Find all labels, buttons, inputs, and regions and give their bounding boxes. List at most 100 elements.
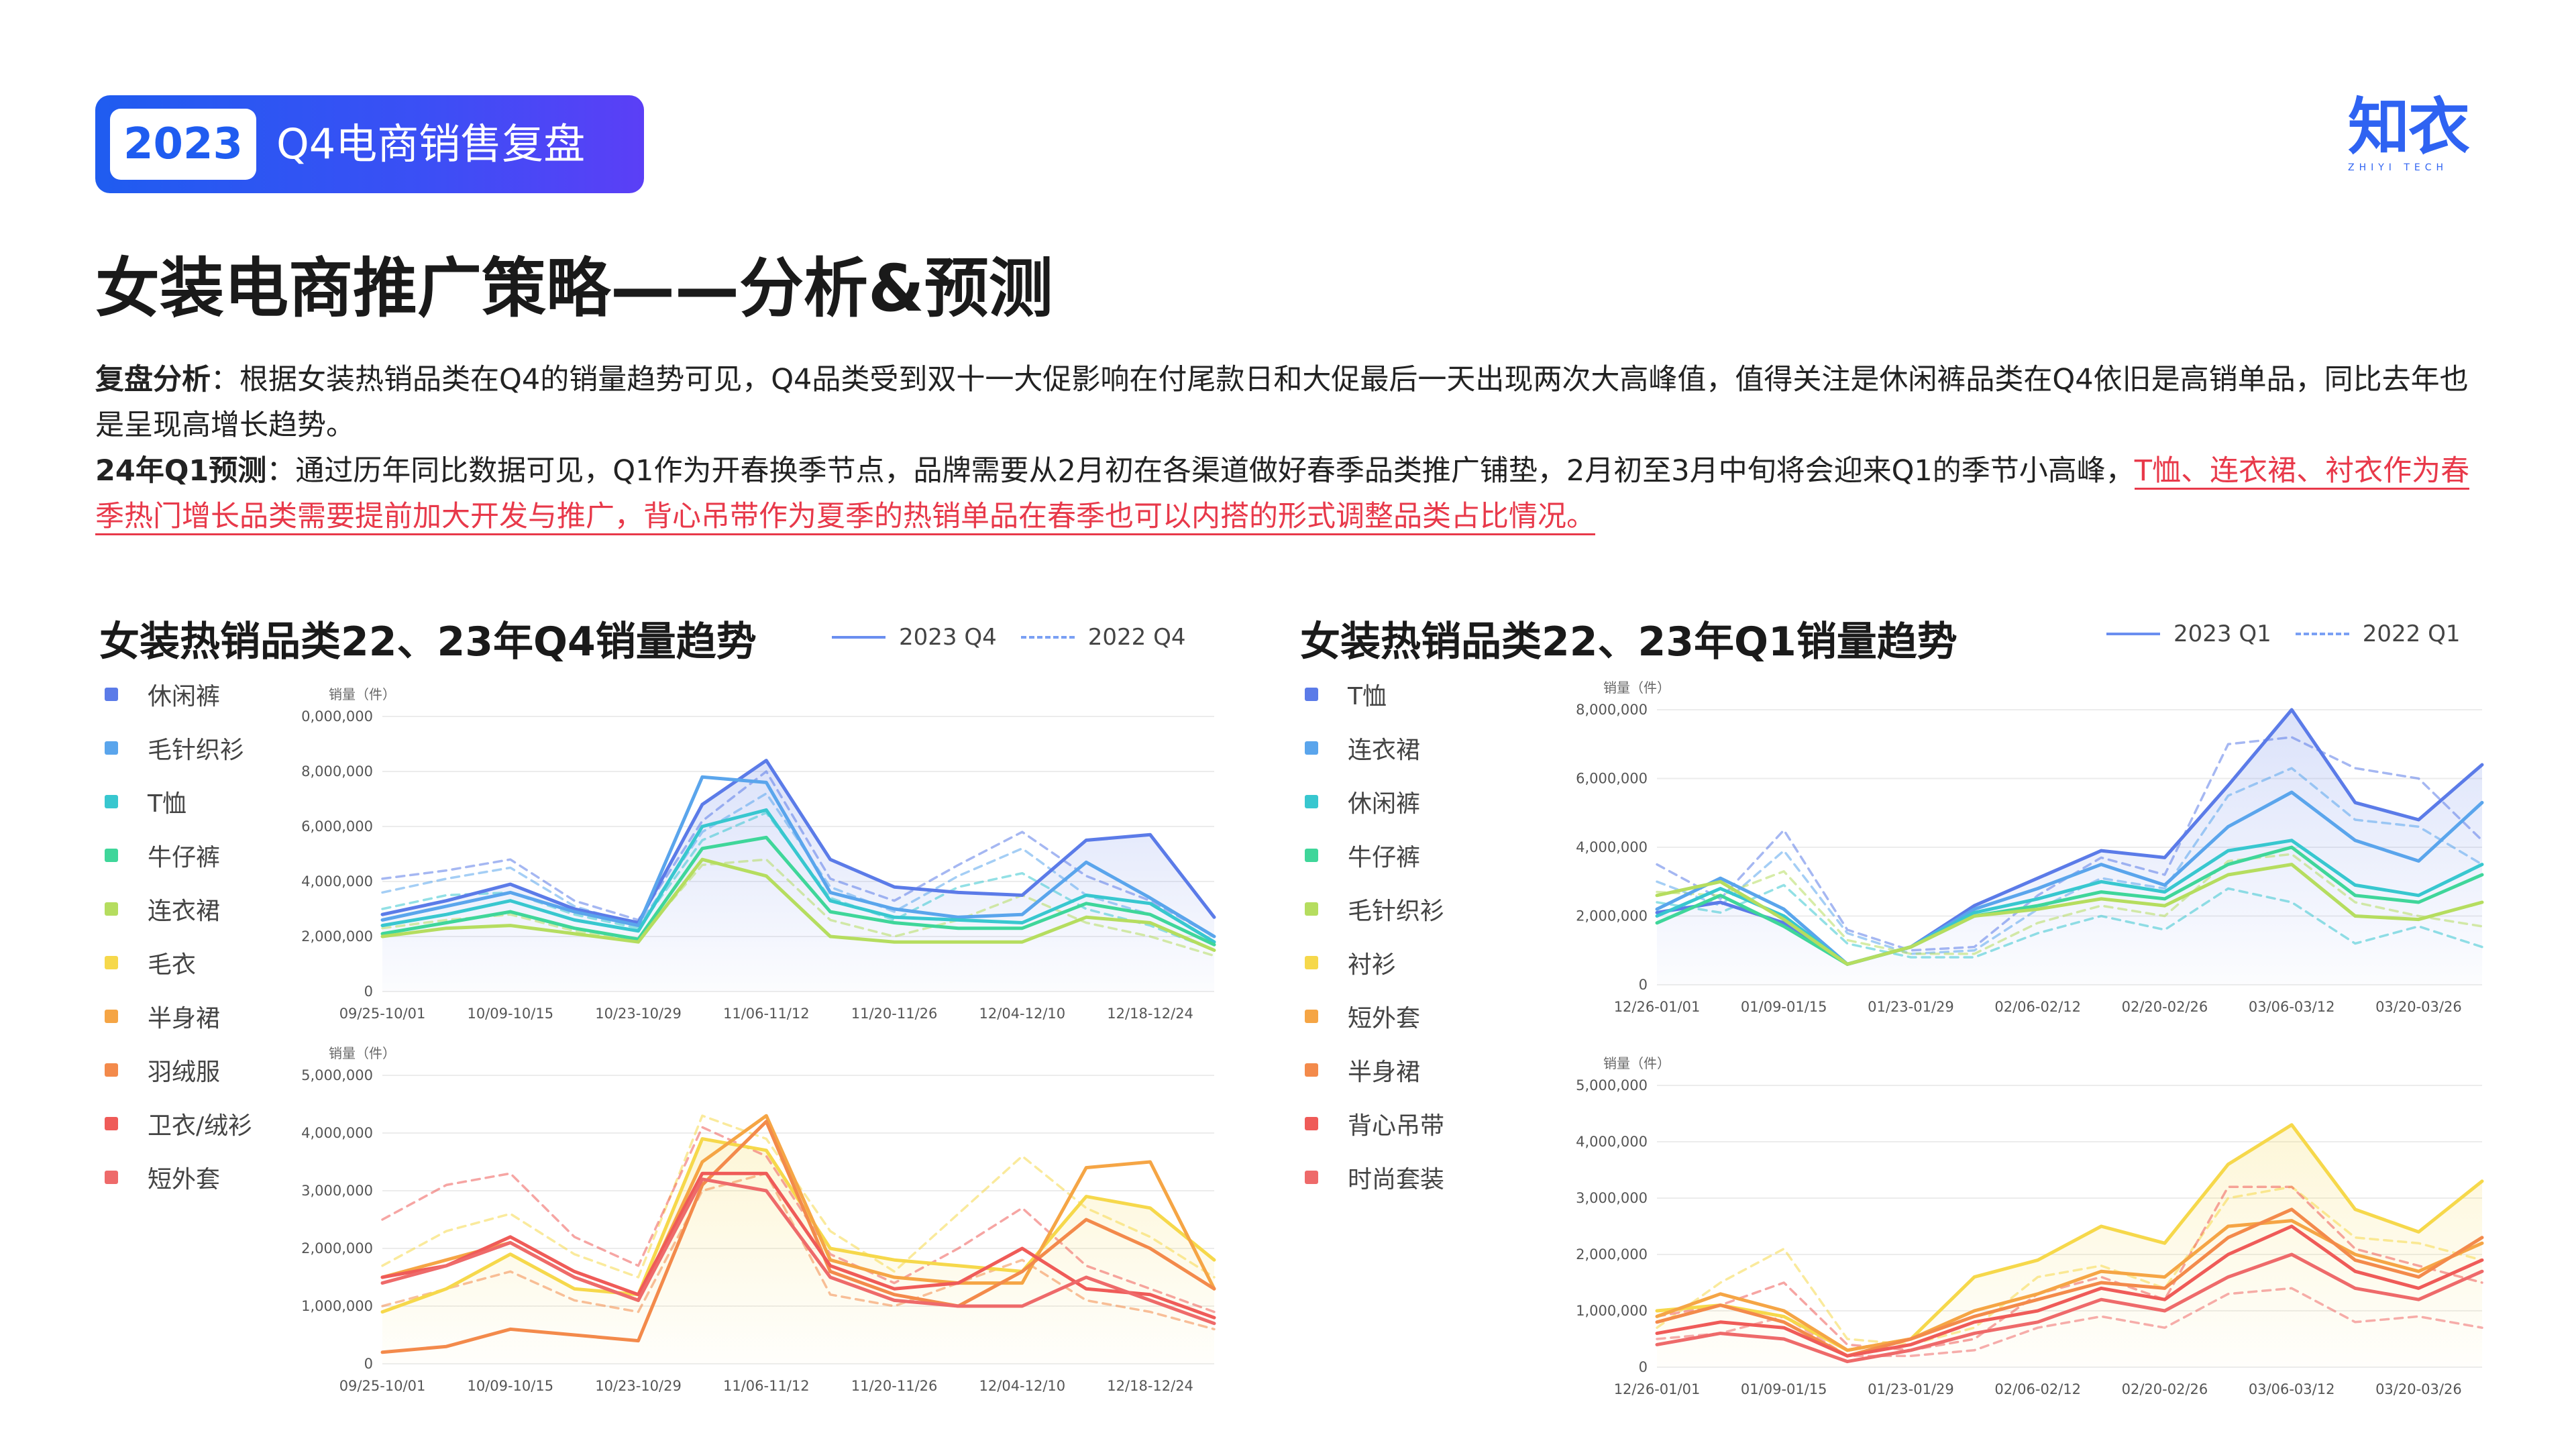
category-label: 半身裙 (1348, 1059, 1421, 1086)
x-tick-label: 12/04-12/10 (979, 1378, 1066, 1394)
y-tick-label: 4,000,000 (1576, 1134, 1648, 1150)
x-tick-label: 11/06-11/12 (723, 1006, 810, 1022)
series-area (1657, 710, 2482, 985)
chart-q4-bottom: 销量（件） 0 1,000,000 2,000,000 3,000,000 4,000,0… (301, 1045, 1216, 1394)
series-line (380, 1120, 1216, 1354)
y-tick-label: 0 (1639, 1359, 1648, 1375)
category-legend-item: 毛针织衫 (1305, 882, 1444, 936)
category-label: 毛针织衫 (148, 737, 245, 764)
category-legend-item: 背心吊带 (1305, 1097, 1444, 1150)
chart-q1-bottom: 销量（件） 0 1,000,000 2,000,000 3,000,000 4,000,0… (1576, 1055, 2484, 1397)
category-swatch (1305, 1063, 1318, 1077)
category-legend-item: 休闲裤 (105, 667, 252, 721)
x-tick-label: 12/18-12/24 (1107, 1378, 1193, 1394)
y-axis-label: 销量（件） (1603, 680, 1670, 696)
category-legend-item: 毛针织衫 (105, 721, 252, 775)
category-label: 休闲裤 (148, 683, 221, 710)
legend-solid-label: 2023 Q1 (2174, 621, 2271, 647)
series-line (1655, 1208, 2484, 1358)
series-line (1655, 863, 2484, 966)
series-line (1656, 736, 2483, 952)
y-tick-label: 4,000,000 (301, 873, 373, 890)
category-swatch (1305, 741, 1318, 755)
category-legend-item: 牛仔裤 (1305, 828, 1444, 882)
category-swatch (105, 902, 118, 916)
y-tick-label: 0 (1639, 977, 1648, 993)
x-tick-label: 12/26-01/01 (1614, 1381, 1701, 1397)
series-line (1656, 883, 2483, 959)
y-tick-label: 3,000,000 (1576, 1190, 1648, 1206)
legend-dashed-label: 2022 Q4 (1087, 624, 1186, 651)
y-tick-label: 4,000,000 (301, 1125, 373, 1141)
y-tick-label: 8,000,000 (301, 763, 373, 780)
legend-solid-line (2106, 633, 2160, 635)
legend-dashed-line (2295, 633, 2349, 635)
series-line (380, 808, 1216, 944)
y-tick-label: 6,000,000 (301, 818, 373, 835)
x-tick-label: 10/09-10/15 (467, 1378, 553, 1394)
series-line (1655, 1219, 2484, 1352)
category-legend-item: 连衣裙 (105, 882, 252, 936)
x-tick-label: 02/06-02/12 (1994, 999, 2081, 1015)
category-swatch (1305, 1117, 1318, 1130)
category-swatch (105, 688, 118, 701)
forecast-text: ：通过历年同比数据可见，Q1作为开春换季节点，品牌需要从2月初在各渠道做好春季品… (266, 454, 2135, 488)
x-tick-label: 01/23-01/29 (1868, 1381, 1954, 1397)
y-tick-label: 0 (364, 983, 373, 1000)
category-legend-item: 卫衣/绒衫 (105, 1097, 252, 1150)
category-label: 羽绒服 (148, 1059, 221, 1086)
category-legend-item: 半身裙 (105, 989, 252, 1043)
category-swatch (1305, 1171, 1318, 1184)
legend-q1: 2023 Q1 2022 Q1 (2106, 621, 2460, 647)
category-label: 短外套 (1348, 1005, 1421, 1032)
x-tick-label: 11/06-11/12 (723, 1378, 810, 1394)
series-line (381, 792, 1216, 947)
x-tick-label: 10/23-10/29 (595, 1378, 682, 1394)
x-tick-label: 09/25-10/01 (339, 1006, 426, 1022)
series-line (380, 775, 1216, 938)
x-tick-label: 03/06-03/12 (2249, 1381, 2335, 1397)
series-area (1657, 1124, 2482, 1367)
x-tick-label: 12/26-01/01 (1614, 999, 1701, 1015)
series-line (1655, 1123, 2484, 1352)
category-label: 牛仔裤 (148, 844, 221, 871)
series-line (1656, 767, 2483, 955)
y-axis-label: 销量（件） (329, 1045, 396, 1061)
category-swatch (105, 1063, 118, 1077)
header-year: 2023 (110, 109, 256, 180)
legend-dashed-line (1020, 636, 1075, 639)
x-tick-label: 02/06-02/12 (1994, 1381, 2081, 1397)
series-line (381, 1126, 1216, 1313)
series-line (380, 835, 1216, 947)
x-tick-label: 02/20-02/26 (2122, 1381, 2208, 1397)
category-swatch (1305, 1010, 1318, 1023)
series-line (380, 1177, 1216, 1326)
forecast-label: 24年Q1预测 (95, 454, 267, 488)
x-tick-label: 01/09-01/15 (1741, 999, 1827, 1015)
category-label: 衬衫 (1348, 951, 1397, 979)
category-label: 时尚套装 (1348, 1166, 1445, 1193)
x-tick-label: 12/18-12/24 (1107, 1006, 1193, 1022)
y-tick-label: 2,000,000 (1576, 908, 1648, 924)
y-tick-label: 2,000,000 (301, 928, 373, 945)
category-legend-item: 衬衫 (1305, 936, 1444, 989)
legend-q4: 2023 Q4 2022 Q4 (832, 624, 1185, 651)
forecast-highlight: T恤、连衣裙、衬衣作为春季热门增长品类需要提前加大开发与推广，背心吊带作为夏季的… (95, 454, 2470, 535)
series-line (1656, 1185, 2483, 1352)
x-tick-label: 01/23-01/29 (1868, 999, 1954, 1015)
category-legend-item: 牛仔裤 (105, 828, 252, 882)
category-legend-q4: 休闲裤 毛针织衫 T恤 牛仔裤 连衣裙 毛衣 半身裙 羽绒服 卫衣/绒衫 短外套 (105, 667, 252, 1204)
header-badge: 2023 Q4电商销售复盘 (95, 95, 644, 193)
category-label: 卫衣/绒衫 (148, 1112, 253, 1140)
category-label: 背心吊带 (1348, 1112, 1445, 1140)
logo: 知衣 ZHIYI TECH (2348, 94, 2489, 181)
category-legend-item: 时尚套装 (1305, 1150, 1444, 1204)
series-line (381, 858, 1216, 957)
x-tick-label: 02/20-02/26 (2122, 999, 2208, 1015)
category-swatch (105, 849, 118, 862)
y-axis-label: 销量（件） (1603, 1055, 1670, 1071)
y-tick-label: 6,000,000 (1576, 771, 1648, 787)
chart-title-q1: 女装热销品类22、23年Q1销量趋势 (1300, 619, 1957, 665)
category-label: 毛衣 (148, 951, 197, 979)
category-label: 牛仔裤 (1348, 844, 1421, 871)
